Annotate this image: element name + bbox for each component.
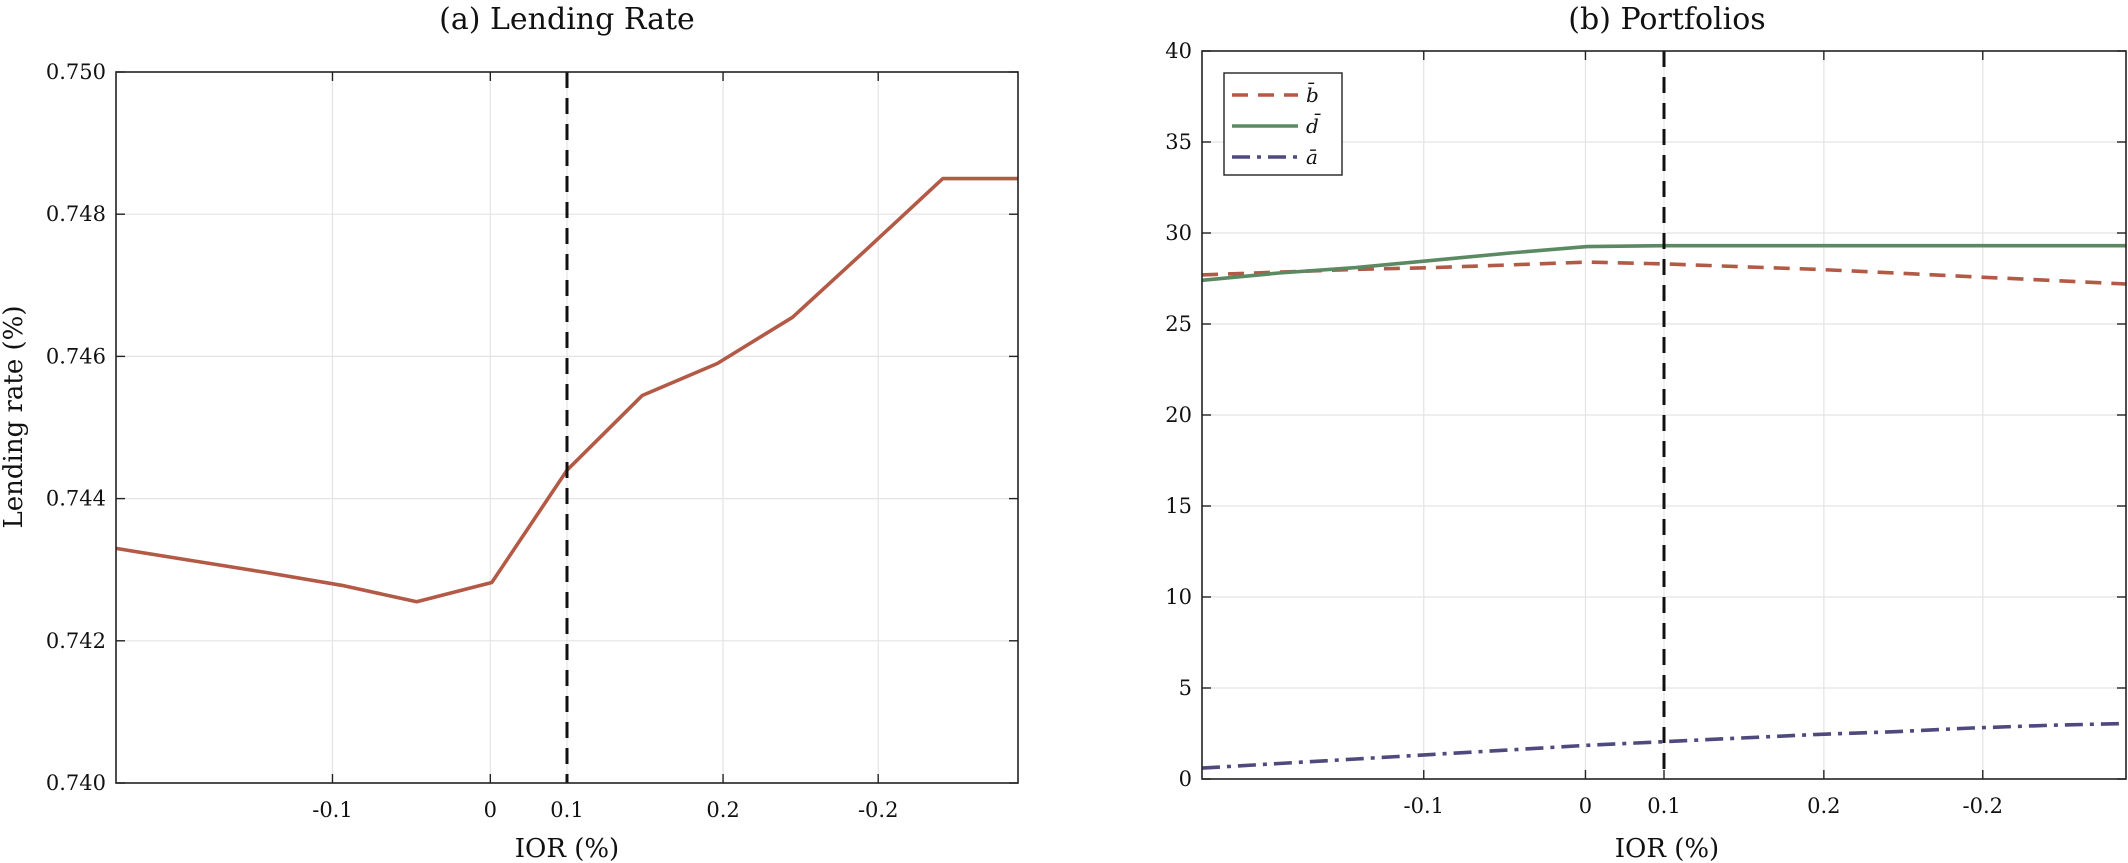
y-tick-label: 20 — [1165, 403, 1192, 427]
panel-portfolios: (b) Portfolios IOR (%) 0 5 10 15 20 25 30 35 40 -… — [1165, 2, 2127, 863]
x-tick-label: 0.2 — [706, 798, 739, 822]
y-tick-label: 0 — [1179, 767, 1192, 791]
y-axis-label: Lending rate (%) — [0, 305, 29, 528]
legend-label: ā — [1306, 145, 1318, 169]
y-tick-label: 0.742 — [46, 629, 106, 653]
x-tick-label: 0.2 — [1807, 794, 1840, 818]
y-tick-label: 0.746 — [46, 344, 106, 368]
x-tick-label: -0.2 — [1963, 794, 2004, 818]
y-tick-label: 40 — [1165, 39, 1192, 63]
y-tick-label: 0.750 — [46, 60, 106, 84]
x-axis-label: IOR (%) — [1615, 834, 1719, 863]
chart-title: (a) Lending Rate — [439, 2, 695, 37]
chart-title: (b) Portfolios — [1568, 2, 1765, 37]
x-tick-label: -0.1 — [312, 798, 353, 822]
y-tick-label: 25 — [1165, 312, 1192, 336]
x-tick-label: 0 — [484, 798, 497, 822]
legend-box — [1223, 72, 1343, 176]
x-tick-label: 0 — [1579, 794, 1592, 818]
y-tick-label: 0.744 — [46, 487, 106, 511]
axes-frame — [115, 71, 1019, 784]
y-tick-label: 5 — [1179, 676, 1192, 700]
x-tick-label: 0.1 — [550, 798, 583, 822]
x-axis-label: IOR (%) — [515, 834, 619, 863]
series-line — [1201, 721, 2127, 770]
panel-lending-rate: (a) Lending Rate IOR (%) Lending rate (%… — [0, 2, 1019, 863]
y-tick-label: 15 — [1165, 494, 1192, 518]
x-tick-label: -0.1 — [1404, 794, 1445, 818]
y-tick-label: 30 — [1165, 221, 1192, 245]
y-tick-label: 0.748 — [46, 202, 106, 226]
y-tick-label: 10 — [1165, 585, 1192, 609]
legend-label: b̄ — [1306, 82, 1319, 107]
legend-label: d̄ — [1306, 113, 1321, 138]
y-tick-label: 35 — [1165, 130, 1192, 154]
y-tick-label: 0.740 — [46, 771, 106, 795]
x-tick-label: -0.2 — [858, 798, 899, 822]
x-tick-label: 0.1 — [1647, 794, 1680, 818]
axes-frame — [1201, 50, 2127, 780]
